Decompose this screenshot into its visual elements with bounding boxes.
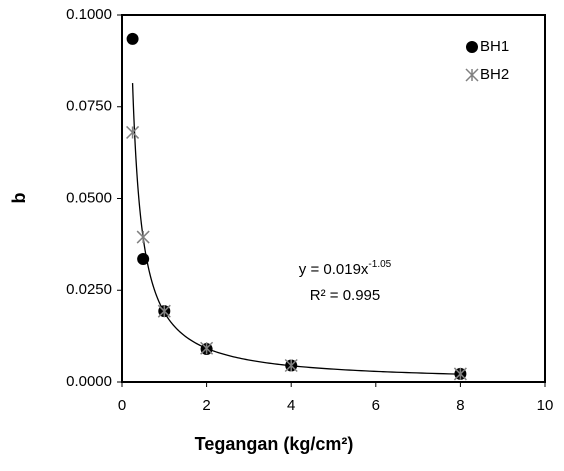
equation-exponent: -1.05 [368,259,391,270]
y-tick-label: 0.0250 [66,281,112,298]
legend-label: BH2 [480,66,509,83]
point [284,358,298,373]
point [136,230,150,244]
x-tick-label: 10 [537,397,554,414]
x-tick-label: 4 [287,397,295,414]
y-tick-label: 0.0500 [66,189,112,206]
y-axis-label: b [9,193,29,204]
legend-marker [466,41,478,53]
x-tick-label: 8 [456,397,464,414]
point [137,253,150,266]
x-tick-label: 6 [372,397,380,414]
point [453,367,467,381]
trendline [131,83,461,375]
equation: y = 0.019x-1.05 [299,259,392,278]
point [157,304,171,318]
y-tick-label: 0.0000 [66,373,112,390]
equation-text: y = 0.019x [299,261,369,278]
y-tick-label: 0.1000 [66,6,112,23]
legend-label: BH1 [480,38,509,55]
point [200,341,214,355]
point [126,32,139,45]
legend-marker [465,68,479,82]
point [126,125,140,139]
x-axis-label: Tegangan (kg/cm²) [195,434,354,454]
x-tick-label: 0 [118,397,126,414]
r-squared: R² = 0.995 [310,287,380,304]
x-tick-label: 2 [202,397,210,414]
y-tick-label: 0.0750 [66,98,112,115]
